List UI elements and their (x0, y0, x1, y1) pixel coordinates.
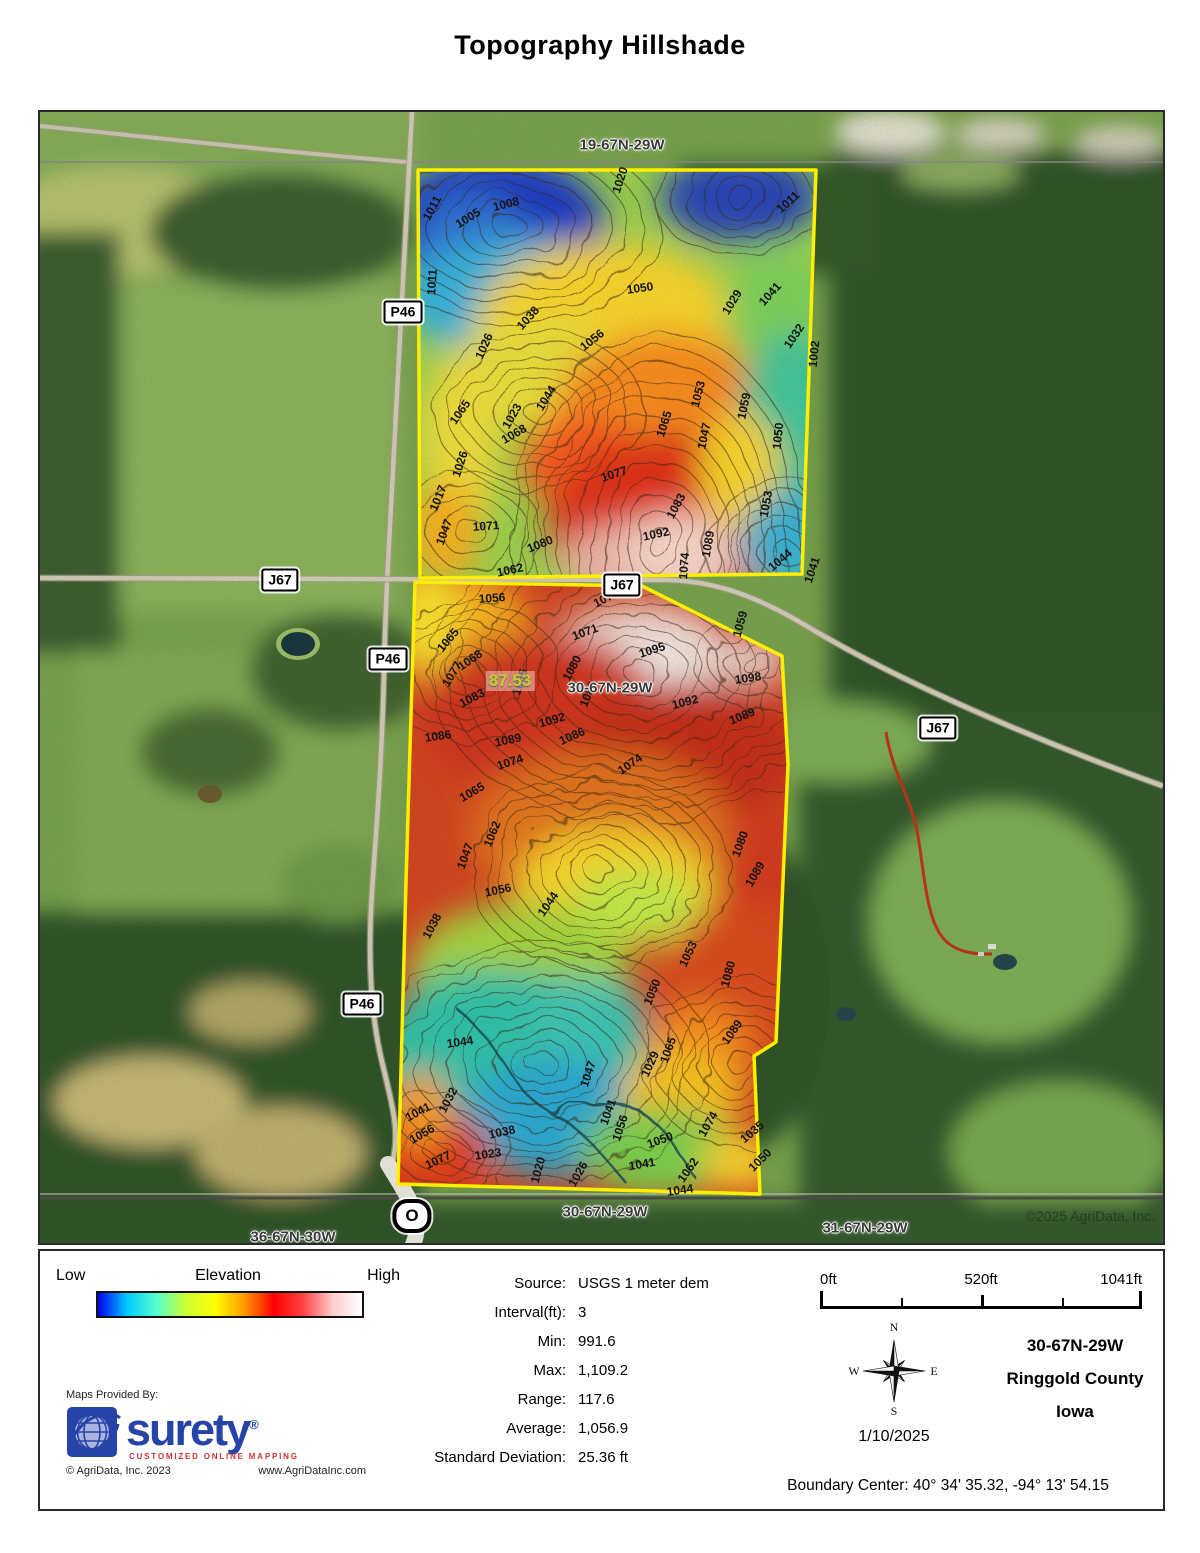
road-sign-j67: J67 (261, 568, 299, 592)
parcel-boundaries (396, 168, 818, 1196)
section-label: 19-67N-29W (579, 136, 665, 154)
scale-mid: 520ft (964, 1271, 998, 1288)
stat-label: Standard Deviation: (434, 1449, 566, 1466)
scale-bar: 0ft 520ft 1041ft (820, 1271, 1142, 1309)
section-label: 30-67N-29W (567, 679, 653, 697)
registered-mark: ® (249, 1417, 259, 1432)
map-container: P46 P46 P46 J67 J67 J67 O 19-67N-29W 30-67N-29W 3… (38, 110, 1165, 1245)
stat-label: Min: (537, 1333, 566, 1350)
stat-value: 3 (578, 1304, 587, 1321)
township-label: 30-67N-29W (1026, 1336, 1124, 1355)
stat-value: 1,056.9 (578, 1420, 629, 1437)
section-label: 30-67N-29W (562, 1203, 648, 1221)
compass-block: N E S W 1/10/2025 (846, 1320, 942, 1446)
stat-label: Average: (506, 1420, 566, 1437)
road-sign-p46: P46 (342, 992, 382, 1016)
road-sign-p46: P46 (368, 647, 408, 671)
page-title: Topography Hillshade (454, 30, 746, 60)
stat-label: Range: (517, 1391, 566, 1408)
surety-tagline: CUSTOMIZED ONLINE MAPPING (129, 1452, 299, 1461)
road-sign-p46: P46 (383, 300, 423, 324)
section-label: 36-67N-30W (250, 1228, 336, 1245)
section-label: 31-67N-29W (822, 1219, 908, 1237)
photo-grain (40, 112, 1163, 1243)
stat-label: Source: (514, 1275, 566, 1292)
state-label: Iowa (1056, 1402, 1094, 1421)
stat-value: USGS 1 meter dem (578, 1275, 709, 1292)
road-sign-o: O (392, 1199, 432, 1233)
contour-label: 1056 (478, 590, 506, 606)
road-sign-j67: J67 (603, 573, 641, 597)
elevation-gradient-bar (96, 1291, 364, 1318)
contour-label: 1050 (769, 421, 787, 451)
compass-rose-icon: N E S W (848, 1320, 937, 1418)
contour-label: 1002 (805, 339, 823, 369)
legend-low-label: Low (56, 1267, 86, 1284)
location-block: 30-67N-29W Ringgold County Iowa (982, 1329, 1168, 1428)
elevation-stats: Source: USGS 1 meter dem Interval(ft): 3 Min… (370, 1275, 709, 1466)
stat-value: 1,109.2 (578, 1362, 629, 1379)
stat-value: 25.36 ft (578, 1449, 629, 1466)
provider-block: Maps Provided By: surety® (66, 1389, 376, 1477)
legend-panel: Low Elevation High Maps Provided By: (38, 1249, 1165, 1511)
scale-end: 1041ft (1100, 1271, 1142, 1288)
agridata-website: www.AgriDataInc.com (258, 1465, 366, 1477)
compass-letter: W (848, 1364, 860, 1378)
maps-provided-by: Maps Provided By: (66, 1389, 159, 1401)
surety-globe-icon (67, 1407, 122, 1457)
compass-letter: S (891, 1404, 898, 1418)
map-watermark: ©2025 AgriData, Inc. (1025, 1208, 1155, 1224)
contour-label: 1074 (676, 552, 692, 580)
aerial-terrain (40, 112, 1163, 1243)
stat-label: Interval(ft): (494, 1304, 566, 1321)
stat-value: 117.6 (578, 1391, 615, 1408)
road-sign-j67: J67 (919, 716, 957, 740)
county-label: Ringgold County (1006, 1369, 1144, 1388)
legend-elevation-label: Elevation (195, 1267, 261, 1284)
compass-letter: E (930, 1364, 937, 1378)
legend-high-label: High (367, 1267, 400, 1284)
contour-label: 1011 (424, 268, 440, 296)
surety-wordmark: surety® (126, 1404, 259, 1455)
scale-0: 0ft (820, 1271, 837, 1288)
acreage-label: 87.53 (485, 671, 535, 691)
stat-value: 991.6 (578, 1333, 616, 1350)
stat-label: Max: (533, 1362, 566, 1379)
map-date: 1/10/2025 (858, 1428, 930, 1445)
compass-letter: N (890, 1321, 899, 1334)
scale-bar-line (820, 1291, 1142, 1309)
contour-label: 1071 (472, 518, 500, 534)
boundary-center: Boundary Center: 40° 34' 35.32, -94° 13'… (787, 1477, 1109, 1494)
agridata-copyright: © AgriData, Inc. 2023 (66, 1465, 171, 1477)
